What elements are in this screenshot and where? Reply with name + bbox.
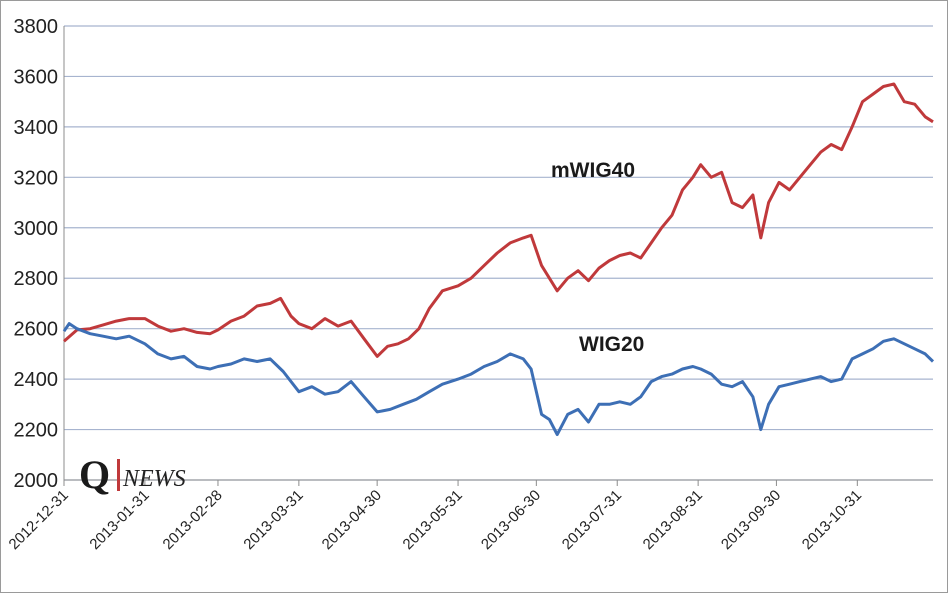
y-tick-label: 2600 xyxy=(14,319,59,341)
logo-divider xyxy=(117,459,120,491)
mwig40-label: mWIG40 xyxy=(551,159,635,182)
y-tick-label: 3200 xyxy=(14,167,59,189)
qnews-logo: Q NEWS xyxy=(79,452,186,497)
series-lines xyxy=(62,82,935,437)
series-line-wig20 xyxy=(62,322,935,437)
gridlines xyxy=(63,25,933,481)
y-tick-label: 3800 xyxy=(14,16,59,38)
y-axis-ticks: 2000 2200 2400 2600 2800 3000 3200 3400 3600 3800 xyxy=(14,16,59,492)
y-tick-label: 3400 xyxy=(14,117,59,139)
y-tick-label: 3600 xyxy=(14,66,59,88)
y-tick-label: 3000 xyxy=(14,218,59,240)
wig20-label: WIG20 xyxy=(579,333,644,356)
logo-text: NEWS xyxy=(122,466,186,492)
y-tick-label: 2200 xyxy=(14,420,59,442)
y-tick-label: 2000 xyxy=(14,470,59,492)
series-line-mwig40 xyxy=(63,82,934,358)
logo-mark: Q xyxy=(79,452,110,497)
y-tick-label: 2800 xyxy=(14,268,59,290)
y-tick-label: 2400 xyxy=(14,369,59,391)
